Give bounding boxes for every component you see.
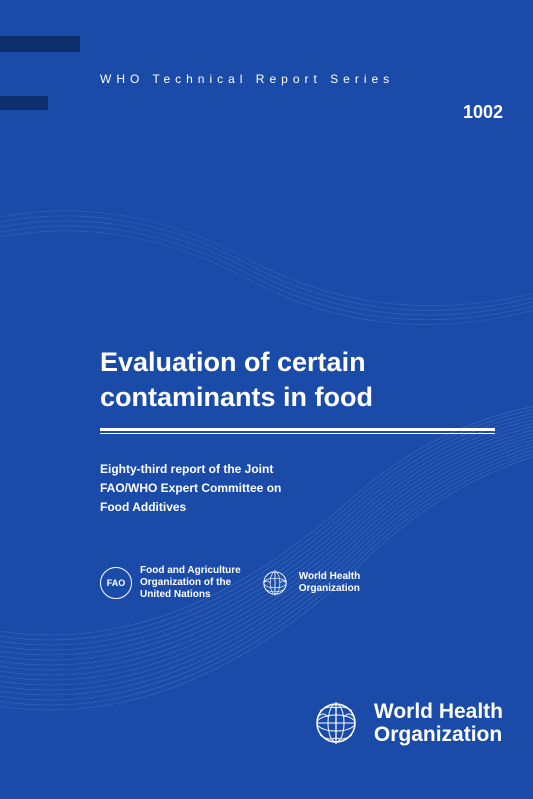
who-small-text: World Health Organization xyxy=(299,571,360,595)
who-footer-logo: World Health Organization xyxy=(310,697,503,749)
fao-text: Food and Agriculture Organization of the… xyxy=(140,565,241,601)
who-footer-line-2: Organization xyxy=(374,723,503,746)
who-icon-small xyxy=(259,567,291,599)
title-line-2: contaminants in food xyxy=(100,380,373,415)
title-divider xyxy=(100,428,495,434)
who-icon-large xyxy=(310,697,362,749)
who-footer-text: World Health Organization xyxy=(374,700,503,746)
fao-text-line-3: United Nations xyxy=(140,589,241,601)
subtitle-line-2: FAO/WHO Expert Committee on xyxy=(100,479,281,498)
subtitle-line-1: Eighty-third report of the Joint xyxy=(100,460,281,479)
fao-icon: FAO xyxy=(100,567,132,599)
subtitle-line-3: Food Additives xyxy=(100,498,281,517)
fao-text-line-2: Organization of the xyxy=(140,577,241,589)
fao-logo-block: FAO Food and Agriculture Organization of… xyxy=(100,565,241,601)
who-small-text-line-2: Organization xyxy=(299,583,360,595)
subtitle: Eighty-third report of the Joint FAO/WHO… xyxy=(100,460,281,518)
report-number: 1002 xyxy=(463,102,503,123)
fao-text-line-1: Food and Agriculture xyxy=(140,565,241,577)
fao-icon-label: FAO xyxy=(107,578,126,588)
organization-logos: FAO Food and Agriculture Organization of… xyxy=(100,565,360,601)
series-label: WHO Technical Report Series xyxy=(100,72,394,86)
accent-bar-second xyxy=(0,96,48,110)
title-line-1: Evaluation of certain xyxy=(100,345,373,380)
main-title: Evaluation of certain contaminants in fo… xyxy=(100,345,373,415)
accent-bar-top xyxy=(0,36,80,52)
who-footer-line-1: World Health xyxy=(374,700,503,723)
who-logo-block-small: World Health Organization xyxy=(259,567,360,599)
who-small-text-line-1: World Health xyxy=(299,571,360,583)
